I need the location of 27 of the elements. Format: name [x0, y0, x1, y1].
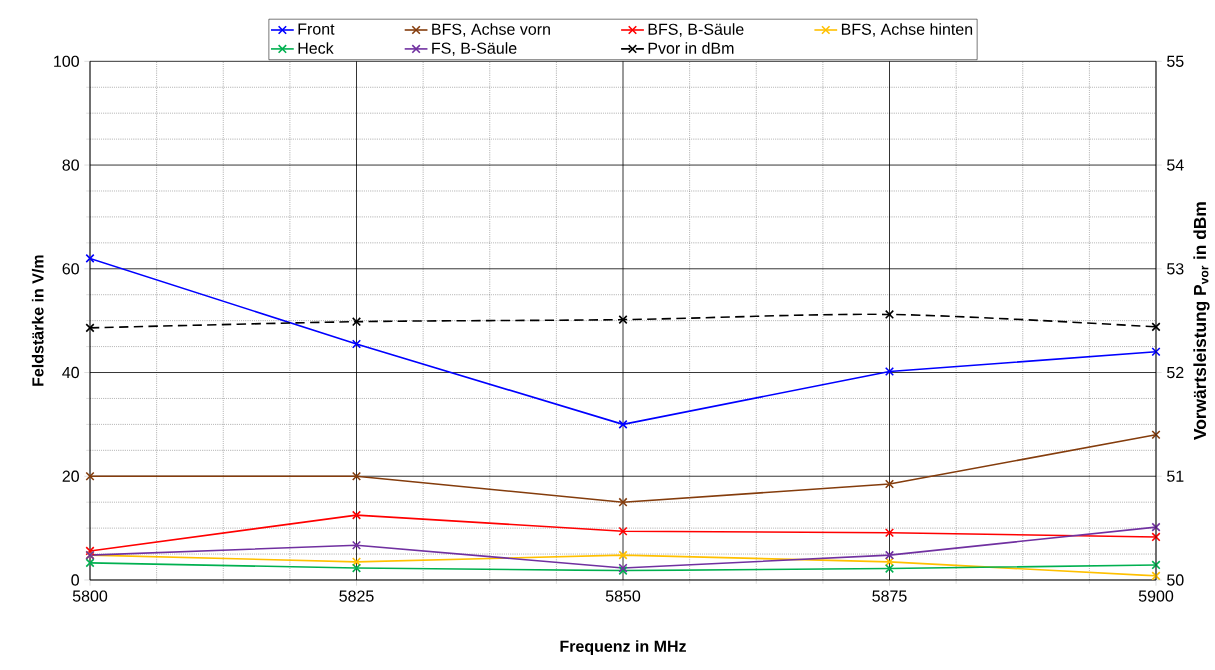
y2-axis-title: Vorwärtsleistung P$_{vor}$ in dBm	[1193, 202, 1210, 440]
y2-tick-label: 51	[1167, 470, 1184, 482]
y2-tick-label: 52	[1167, 366, 1184, 379]
legend-label: Front	[298, 23, 335, 35]
legend-label: BFS, B-Säule	[648, 23, 744, 37]
x-tick-label: 5825	[339, 590, 374, 602]
legend-label: Pvor in dBm	[648, 42, 734, 54]
x-tick-label: 5875	[872, 590, 907, 602]
y-tick-label: 40	[62, 366, 79, 379]
x-tick-label: 5800	[72, 590, 108, 602]
x-tick-label: 5900	[1138, 590, 1174, 602]
y2-tick-label: 55	[1167, 55, 1184, 67]
y-tick-label: 80	[62, 159, 79, 171]
y2-tick-label: 54	[1167, 159, 1184, 171]
y-tick-label: 60	[62, 263, 79, 275]
y2-tick-label: 50	[1167, 574, 1184, 586]
x-tick-label: 5850	[605, 590, 641, 602]
y-tick-label: 100	[54, 55, 79, 67]
y-tick-label: 0	[71, 574, 79, 586]
legend-label: FS, B-Säule	[432, 42, 517, 56]
x-axis-title: Frequenz in MHz	[560, 640, 686, 656]
y-tick-label: 20	[62, 470, 79, 482]
legend-label: BFS, Achse vorn	[432, 23, 550, 37]
legend-label: Heck	[298, 42, 334, 54]
y2-tick-label: 53	[1167, 263, 1184, 275]
legend-label: BFS, Achse hinten	[841, 23, 973, 37]
y-axis-title: Feldstärke in V/m	[31, 255, 44, 386]
